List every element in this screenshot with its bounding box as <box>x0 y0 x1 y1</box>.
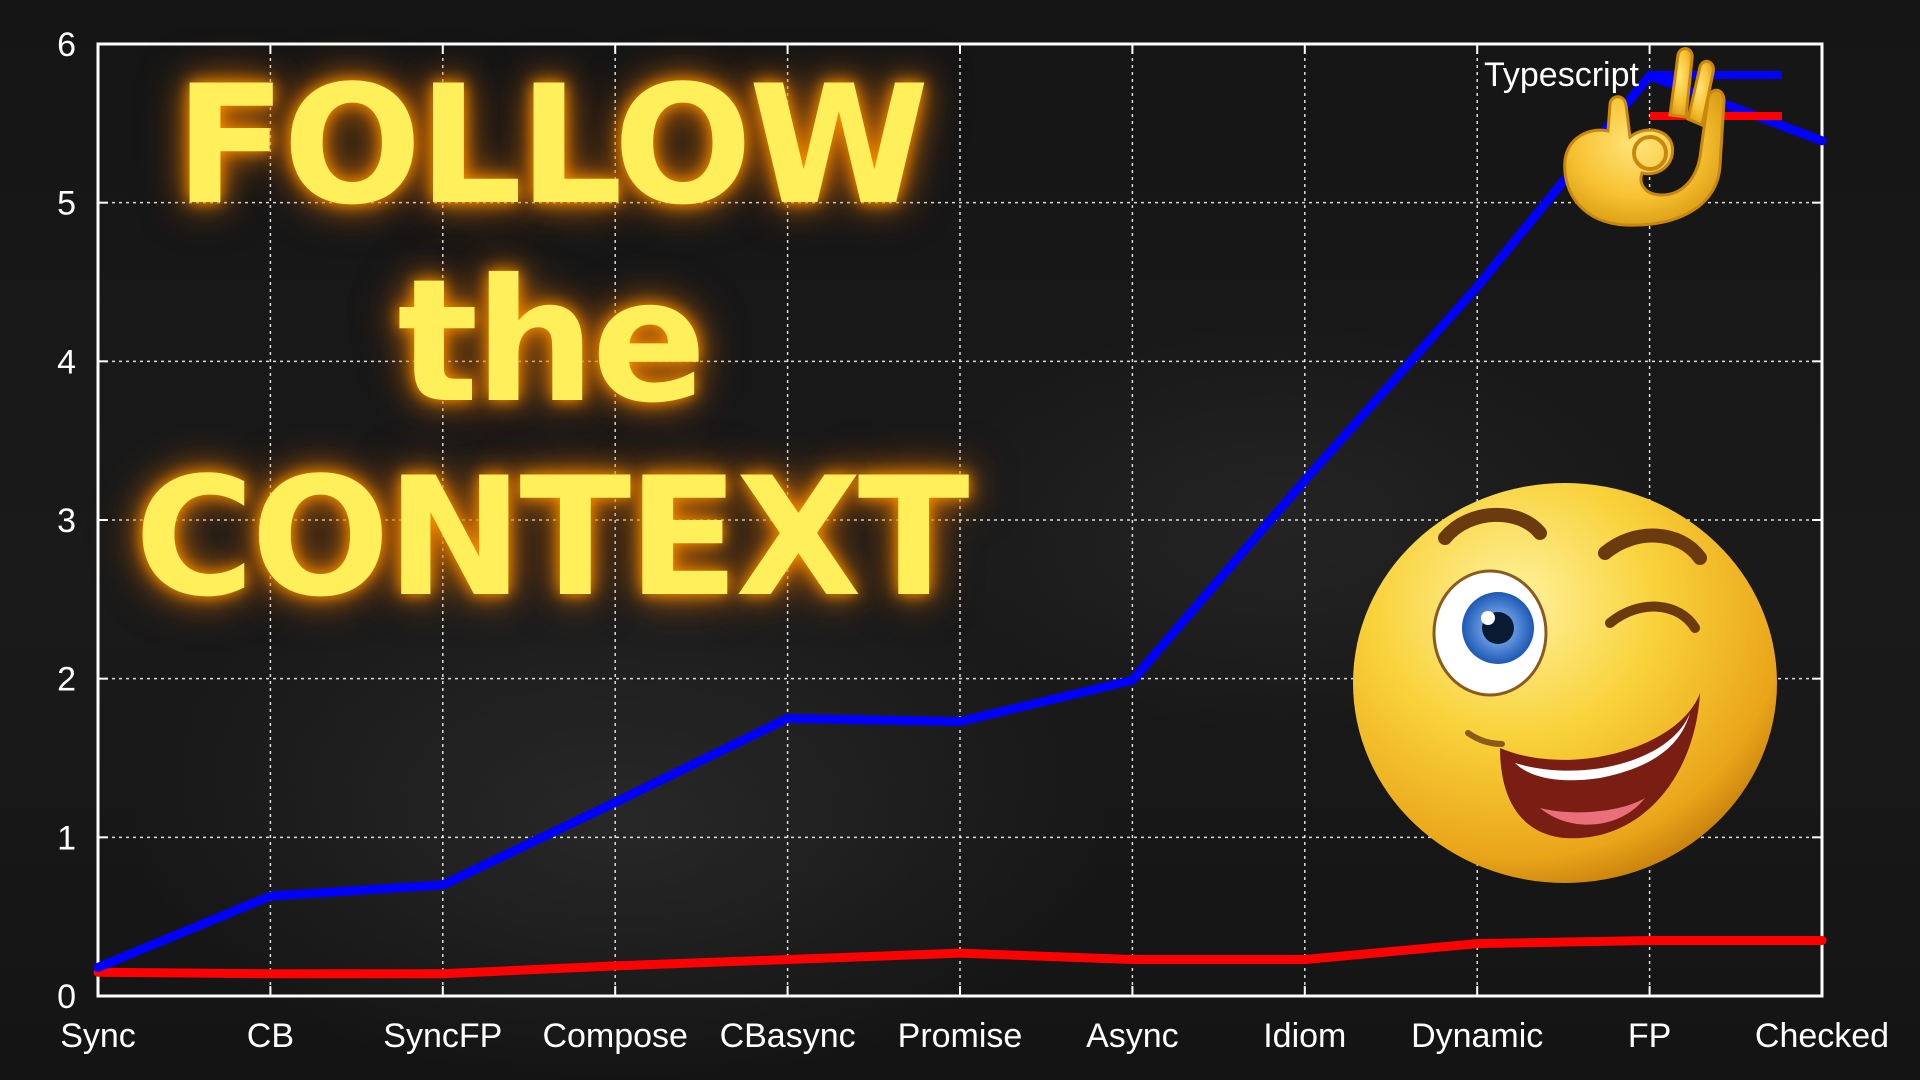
y-tick-label: 0 <box>57 978 76 1016</box>
y-tick-label: 3 <box>57 502 76 540</box>
y-tick-label: 6 <box>57 26 76 64</box>
x-tick-label: CB <box>247 1017 294 1055</box>
x-tick-label: FP <box>1628 1017 1671 1055</box>
overlay-title: FOLLOW the CONTEXT <box>120 48 980 636</box>
x-tick-label: Compose <box>542 1017 688 1055</box>
title-line-the: the <box>397 243 707 441</box>
series-lines <box>93 71 1827 979</box>
legend-label-typescript: Typescript <box>1484 56 1639 94</box>
x-tick-label: Dynamic <box>1411 1017 1543 1055</box>
series-line-red <box>93 935 1827 979</box>
ok-hand-icon <box>1563 47 1726 227</box>
x-tick-label: SyncFP <box>383 1017 502 1055</box>
y-tick-label: 1 <box>57 819 76 857</box>
title-line-follow: FOLLOW <box>174 50 930 241</box>
axis-ticks: Sync CB SyncFP Compose CBasync Promise Async Id… <box>57 26 1889 1055</box>
title-line-context: CONTEXT <box>134 442 969 633</box>
y-tick-label: 5 <box>57 185 76 223</box>
x-tick-label: Async <box>1086 1017 1179 1055</box>
x-tick-label: CBasync <box>720 1017 856 1055</box>
x-tick-label: Idiom <box>1263 1017 1346 1055</box>
x-tick-label: Promise <box>898 1017 1023 1055</box>
y-tick-label: 2 <box>57 661 76 699</box>
series-line-typescript <box>93 71 1827 972</box>
winking-face-icon <box>1353 483 1777 883</box>
x-tick-label: Sync <box>60 1017 136 1055</box>
x-tick-label: Checked <box>1755 1017 1889 1055</box>
y-tick-label: 4 <box>57 343 76 381</box>
